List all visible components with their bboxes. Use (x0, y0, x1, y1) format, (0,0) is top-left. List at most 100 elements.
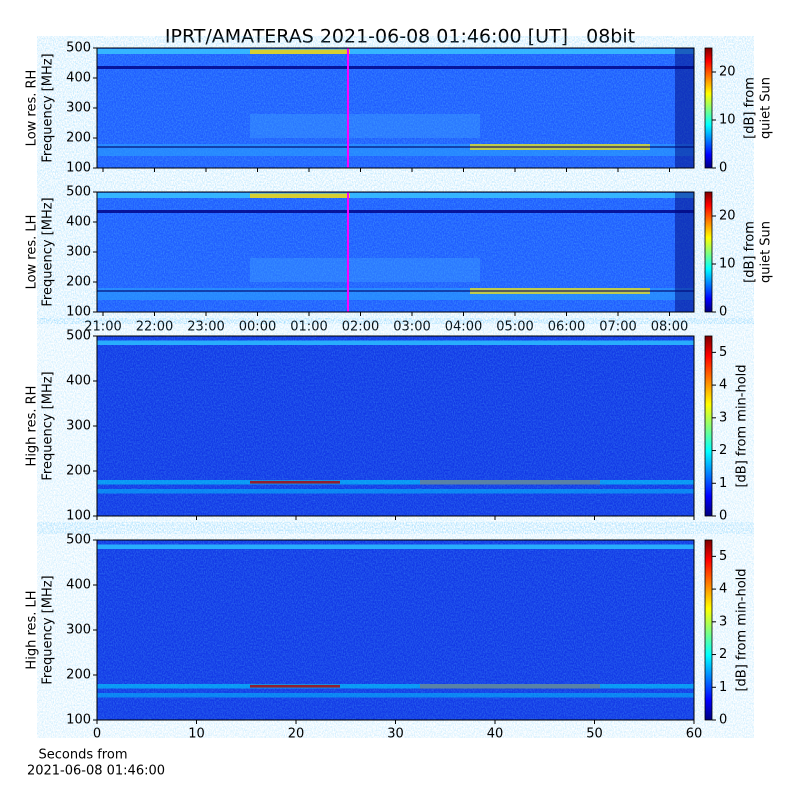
colorbar-tick-label: 0 (719, 305, 727, 320)
colorbar-label: quiet Sun (759, 221, 774, 283)
colorbar (704, 539, 713, 721)
x-axis-label: Seconds from (38, 748, 127, 763)
colorbar-tick-label: 0 (719, 713, 727, 728)
spectrogram-noise (97, 540, 694, 720)
y-tick-label: 500 (66, 185, 91, 200)
y-tick-label: 300 (66, 419, 91, 434)
colorbar-label: [dB] from (743, 77, 758, 139)
colorbar-tick-label: 5 (719, 549, 727, 564)
x-tick-label: 30 (387, 727, 404, 742)
colorbar-tick-label: 5 (719, 345, 727, 360)
y-tick-label: 100 (66, 305, 91, 320)
colorbar-label: quiet Sun (759, 77, 774, 139)
spectrogram-band (97, 210, 694, 213)
y-axis-label: Frequency [MHz] (41, 575, 56, 684)
x-tick-label: 08:00 (651, 320, 688, 335)
y-axis-label: Frequency [MHz] (41, 53, 56, 162)
y-axis-label: Low res. RH (25, 70, 40, 147)
y-tick-label: 400 (66, 215, 91, 230)
x-tick-label: 23:00 (187, 320, 224, 335)
spectrogram-band (97, 480, 694, 485)
colorbar-tick-label: 1 (719, 476, 727, 491)
x-tick-label: 01:00 (290, 320, 327, 335)
spectrogram-band (97, 290, 694, 292)
y-tick-label: 100 (66, 713, 91, 728)
spectrogram-band (250, 193, 350, 198)
x-tick-label: 60 (686, 727, 703, 742)
colorbar-tick-label: 0 (719, 161, 727, 176)
x-tick-label: 40 (487, 727, 504, 742)
spectrogram-band (97, 684, 694, 689)
colorbar-label: [dB] from (743, 221, 758, 283)
colorbar-label: [dB] from min-hold (735, 364, 750, 487)
y-tick-label: 400 (66, 71, 91, 86)
colorbar-tick-label: 4 (719, 582, 727, 597)
y-tick-label: 400 (66, 578, 91, 593)
y-tick-label: 200 (66, 131, 91, 146)
colorbar-tick-label: 20 (719, 65, 736, 80)
x-tick-label: 50 (586, 727, 603, 742)
colorbar (704, 191, 713, 313)
colorbar-tick-label: 2 (719, 647, 727, 662)
x-tick-label: 04:00 (445, 320, 482, 335)
colorbar (704, 335, 713, 517)
colorbar-tick-label: 0 (719, 509, 727, 524)
y-tick-label: 100 (66, 161, 91, 176)
y-tick-label: 200 (66, 275, 91, 290)
spectrogram-band (250, 480, 340, 484)
spectrogram-band (97, 489, 694, 494)
x-tick-label: 22:00 (136, 320, 173, 335)
x-tick-label: 21:00 (84, 320, 121, 335)
x-tick-label: 03:00 (393, 320, 430, 335)
colorbar-tick-label: 3 (719, 614, 727, 629)
y-tick-label: 200 (66, 668, 91, 683)
y-tick-label: 500 (66, 41, 91, 56)
x-tick-label: 20 (288, 727, 305, 742)
colorbar-tick-label: 1 (719, 680, 727, 695)
colorbar-tick-label: 10 (719, 113, 736, 128)
y-tick-label: 100 (66, 509, 91, 524)
spectrogram-band (250, 49, 350, 54)
spectrogram-band (97, 66, 694, 69)
chart-title: IPRT/AMATERAS 2021-06-08 01:46:00 [UT] 0… (165, 26, 635, 48)
y-tick-label: 300 (66, 101, 91, 116)
spectrogram-band (97, 192, 694, 198)
y-axis-label: Frequency [MHz] (41, 371, 56, 480)
colorbar-tick-label: 2 (719, 443, 727, 458)
dark-edge (675, 192, 694, 312)
x-tick-label: 02:00 (342, 320, 379, 335)
x-tick-label: 06:00 (548, 320, 585, 335)
dark-edge (675, 48, 694, 168)
y-tick-label: 500 (66, 329, 91, 344)
y-axis-label: High res. LH (25, 590, 40, 669)
x-tick-label: 07:00 (599, 320, 636, 335)
spectrogram-band (97, 146, 694, 148)
y-tick-label: 300 (66, 245, 91, 260)
y-tick-label: 500 (66, 533, 91, 548)
y-axis-label: Low res. LH (25, 215, 40, 290)
colorbar-tick-label: 3 (719, 410, 727, 425)
spectrogram-band (250, 258, 480, 282)
x-tick-label: 05:00 (496, 320, 533, 335)
spectrogram-noise (97, 336, 694, 516)
x-tick-label: 10 (188, 727, 205, 742)
y-axis-label: High res. RH (25, 386, 40, 467)
spectrogram-band (97, 340, 694, 345)
y-tick-label: 200 (66, 464, 91, 479)
y-tick-label: 300 (66, 623, 91, 638)
colorbar-tick-label: 20 (719, 209, 736, 224)
colorbar-tick-label: 4 (719, 378, 727, 393)
spectrogram-band (97, 693, 694, 698)
colorbar-label: [dB] from min-hold (735, 568, 750, 691)
spectrogram-band (97, 48, 694, 54)
x-tick-label: 00:00 (239, 320, 276, 335)
y-axis-label: Frequency [MHz] (41, 197, 56, 306)
x-tick-label: 0 (93, 727, 101, 742)
x-axis-label: 2021-06-08 01:46:00 (27, 764, 165, 779)
spectrogram-band (250, 114, 480, 138)
y-tick-label: 400 (66, 374, 91, 389)
spectrogram-band (97, 544, 694, 549)
colorbar-tick-label: 10 (719, 257, 736, 272)
